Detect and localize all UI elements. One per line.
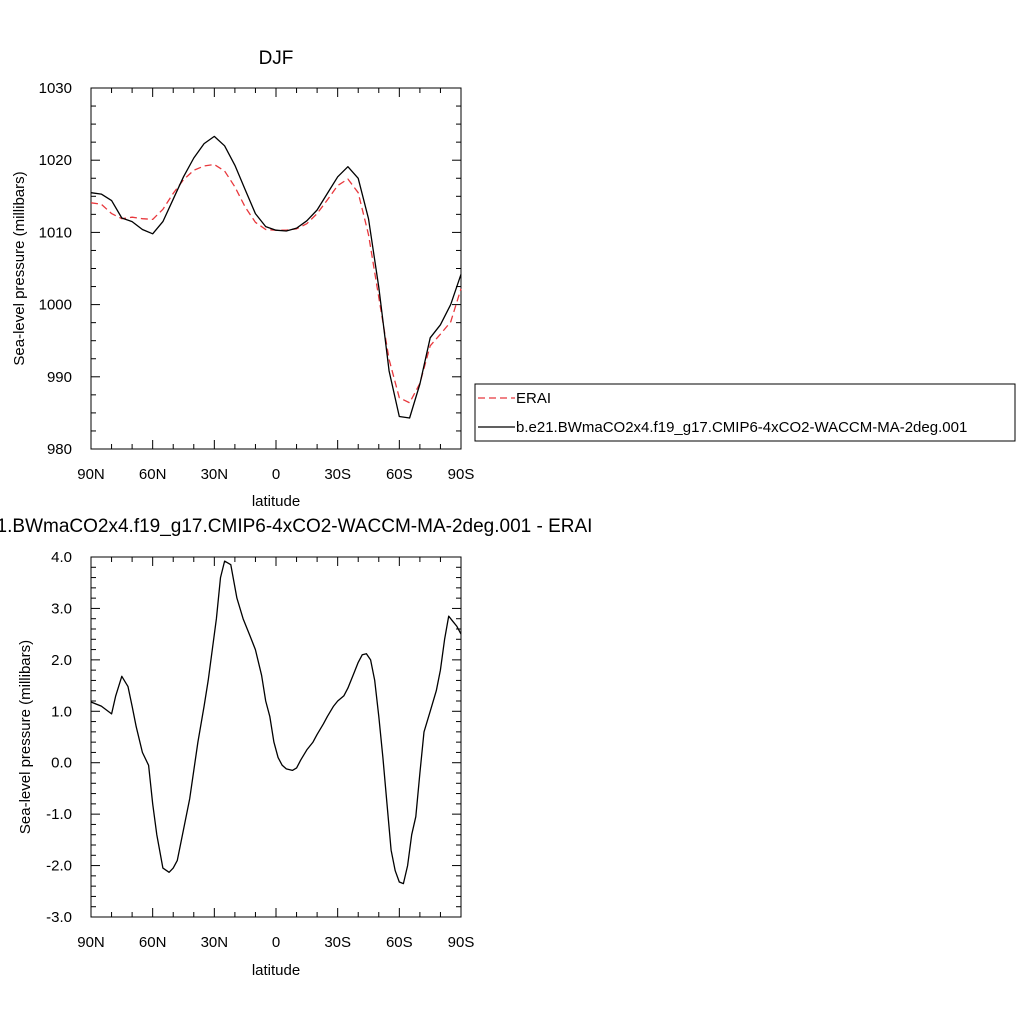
x-tick-label: 30S	[324, 934, 351, 951]
x-tick-label: 0	[272, 466, 280, 483]
legend: ERAI b.e21.BWmaCO2x4.f19_g17.CMIP6-4xCO2-…	[474, 383, 1016, 442]
x-tick-label: 30N	[201, 466, 229, 483]
y-tick-label: 990	[47, 369, 72, 386]
panel-top-djf: DJF 980 990 1000 1010 1020 1030 90N 60N 30N 0 30S 60…	[11, 48, 474, 510]
y-tick-label: 1020	[39, 152, 72, 169]
panel-bottom-difference: b.e21.BWmaCO2x4.f19_g17.CMIP6-4xCO2-WACC…	[0, 516, 592, 979]
y-tick-label: 4.0	[51, 549, 72, 566]
y-tick-label: 2.0	[51, 652, 72, 669]
y-tick-label: 1.0	[51, 703, 72, 720]
x-tick-label: 0	[272, 934, 280, 951]
y-tick-label: 3.0	[51, 600, 72, 617]
x-tick-label: 90N	[77, 934, 105, 951]
series-line-difference	[90, 560, 462, 885]
series-line-erai	[90, 163, 462, 404]
y-tick-label: 1030	[39, 80, 72, 97]
y-axis-label: Sea-level pressure (millibars)	[17, 640, 34, 834]
x-tick-label: 90S	[448, 934, 475, 951]
y-tick-label: -1.0	[46, 806, 72, 823]
x-axis-label: latitude	[252, 962, 300, 979]
x-tick-label: 90S	[448, 466, 475, 483]
y-tick-label: 1010	[39, 224, 72, 241]
x-tick-label: 30S	[324, 466, 351, 483]
y-axis-label: Sea-level pressure (millibars)	[11, 171, 28, 365]
x-tick-label: 60N	[139, 934, 167, 951]
x-tick-label: 60S	[386, 466, 413, 483]
series-line-model	[90, 135, 462, 419]
plot-frame	[90, 87, 462, 450]
y-tick-label: -2.0	[46, 858, 72, 875]
y-tick-label: 980	[47, 441, 72, 458]
chart-title: DJF	[259, 48, 294, 69]
y-tick-label: -3.0	[46, 909, 72, 926]
legend-box	[474, 383, 1016, 442]
x-axis-label: latitude	[252, 493, 300, 510]
x-tick-label: 30N	[201, 934, 229, 951]
chart-title: b.e21.BWmaCO2x4.f19_g17.CMIP6-4xCO2-WACC…	[0, 516, 592, 537]
y-tick-label: 0.0	[51, 755, 72, 772]
x-tick-label: 90N	[77, 466, 105, 483]
x-tick-label: 60S	[386, 934, 413, 951]
plot-frame	[90, 556, 462, 918]
legend-label-model: b.e21.BWmaCO2x4.f19_g17.CMIP6-4xCO2-WACC…	[516, 419, 967, 436]
y-tick-label: 1000	[39, 297, 72, 314]
x-tick-label: 60N	[139, 466, 167, 483]
legend-label-erai: ERAI	[516, 390, 551, 407]
